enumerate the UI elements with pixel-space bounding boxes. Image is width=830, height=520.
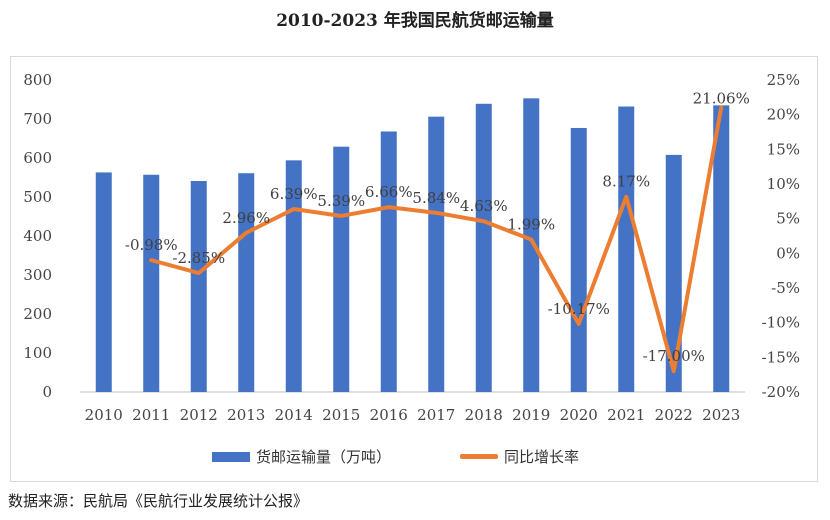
growth-data-label: 5.39% bbox=[317, 192, 365, 210]
bar bbox=[95, 172, 112, 392]
y-left-tick-label: 600 bbox=[23, 149, 52, 167]
x-tick-label: 2014 bbox=[275, 406, 313, 424]
y-left-tick-label: 700 bbox=[23, 110, 52, 128]
y-left-tick-label: 300 bbox=[23, 266, 52, 284]
bar bbox=[190, 181, 207, 392]
bar bbox=[143, 174, 160, 392]
growth-data-label: -0.98% bbox=[125, 236, 178, 254]
y-left-tick-label: 400 bbox=[23, 227, 52, 245]
source-note: 数据来源：民航局《民航行业发展统计公报》 bbox=[8, 492, 309, 510]
growth-data-label: 2.96% bbox=[222, 209, 270, 227]
chart-title: 2010-2023 年我国民航货邮运输量 bbox=[276, 11, 554, 31]
y-left-tick-label: 200 bbox=[23, 305, 52, 323]
legend-item-growth: 同比增长率 bbox=[460, 446, 579, 467]
growth-data-label: 6.66% bbox=[365, 183, 413, 201]
y-right-tick-label: 5% bbox=[776, 210, 800, 228]
y-left-tick-label: 100 bbox=[23, 344, 52, 362]
growth-data-label: -10.17% bbox=[548, 300, 610, 318]
y-right-tick-label: -20% bbox=[762, 383, 800, 401]
x-tick-label: 2012 bbox=[180, 406, 218, 424]
y-right-tick-label: 10% bbox=[767, 175, 800, 193]
growth-line bbox=[149, 105, 724, 374]
x-tick-label: 2017 bbox=[417, 406, 455, 424]
x-tick-label: 2016 bbox=[370, 406, 408, 424]
x-tick-label: 2018 bbox=[465, 406, 503, 424]
growth-data-label: 21.06% bbox=[693, 89, 750, 107]
x-tick-label: 2022 bbox=[655, 406, 693, 424]
y-right-tick-label: 25% bbox=[767, 71, 800, 89]
x-tick-label: 2013 bbox=[227, 406, 265, 424]
x-tick-label: 2021 bbox=[607, 406, 645, 424]
legend-item-volume: 货邮运输量（万吨） bbox=[212, 446, 391, 467]
legend-label-volume: 货邮运输量（万吨） bbox=[256, 448, 392, 466]
y-right-tick-label: -10% bbox=[762, 314, 800, 332]
y-left-tick-label: 800 bbox=[23, 71, 52, 89]
bar bbox=[665, 154, 682, 392]
bar bbox=[238, 173, 255, 392]
y-left-tick-label: 0 bbox=[42, 383, 52, 401]
bar bbox=[475, 103, 492, 392]
growth-data-label: 6.39% bbox=[270, 185, 318, 203]
y-right-tick-label: 20% bbox=[767, 106, 800, 124]
bar bbox=[713, 105, 730, 392]
bar bbox=[285, 160, 302, 392]
growth-data-label: -2.85% bbox=[172, 249, 225, 267]
y-right-tick-label: -5% bbox=[771, 279, 800, 297]
y-right-tick-label: 15% bbox=[767, 140, 800, 158]
x-tick-label: 2010 bbox=[85, 406, 123, 424]
y-right-tick-label: 0% bbox=[776, 244, 800, 262]
x-tick-label: 2023 bbox=[702, 406, 740, 424]
growth-data-label: 5.84% bbox=[412, 189, 460, 207]
y-left-tick-label: 500 bbox=[23, 188, 52, 206]
legend-label-growth: 同比增长率 bbox=[504, 448, 580, 466]
bar bbox=[380, 131, 397, 393]
bar bbox=[523, 98, 540, 392]
x-tick-label: 2020 bbox=[560, 406, 598, 424]
y-right-tick-label: -15% bbox=[762, 348, 800, 366]
x-tick-label: 2011 bbox=[132, 406, 170, 424]
chart-frame bbox=[10, 56, 818, 482]
bar bbox=[570, 127, 587, 392]
growth-data-label: 1.99% bbox=[507, 216, 555, 234]
growth-data-label: 8.17% bbox=[602, 173, 650, 191]
x-tick-label: 2019 bbox=[512, 406, 550, 424]
x-tick-label: 2015 bbox=[322, 406, 360, 424]
growth-data-label: 4.63% bbox=[460, 197, 508, 215]
bar bbox=[333, 146, 350, 392]
growth-data-label: -17.00% bbox=[643, 347, 705, 365]
bar bbox=[618, 106, 635, 393]
legend-swatch-volume bbox=[212, 451, 250, 462]
legend-swatch-growth bbox=[460, 454, 498, 459]
bar bbox=[428, 116, 445, 392]
